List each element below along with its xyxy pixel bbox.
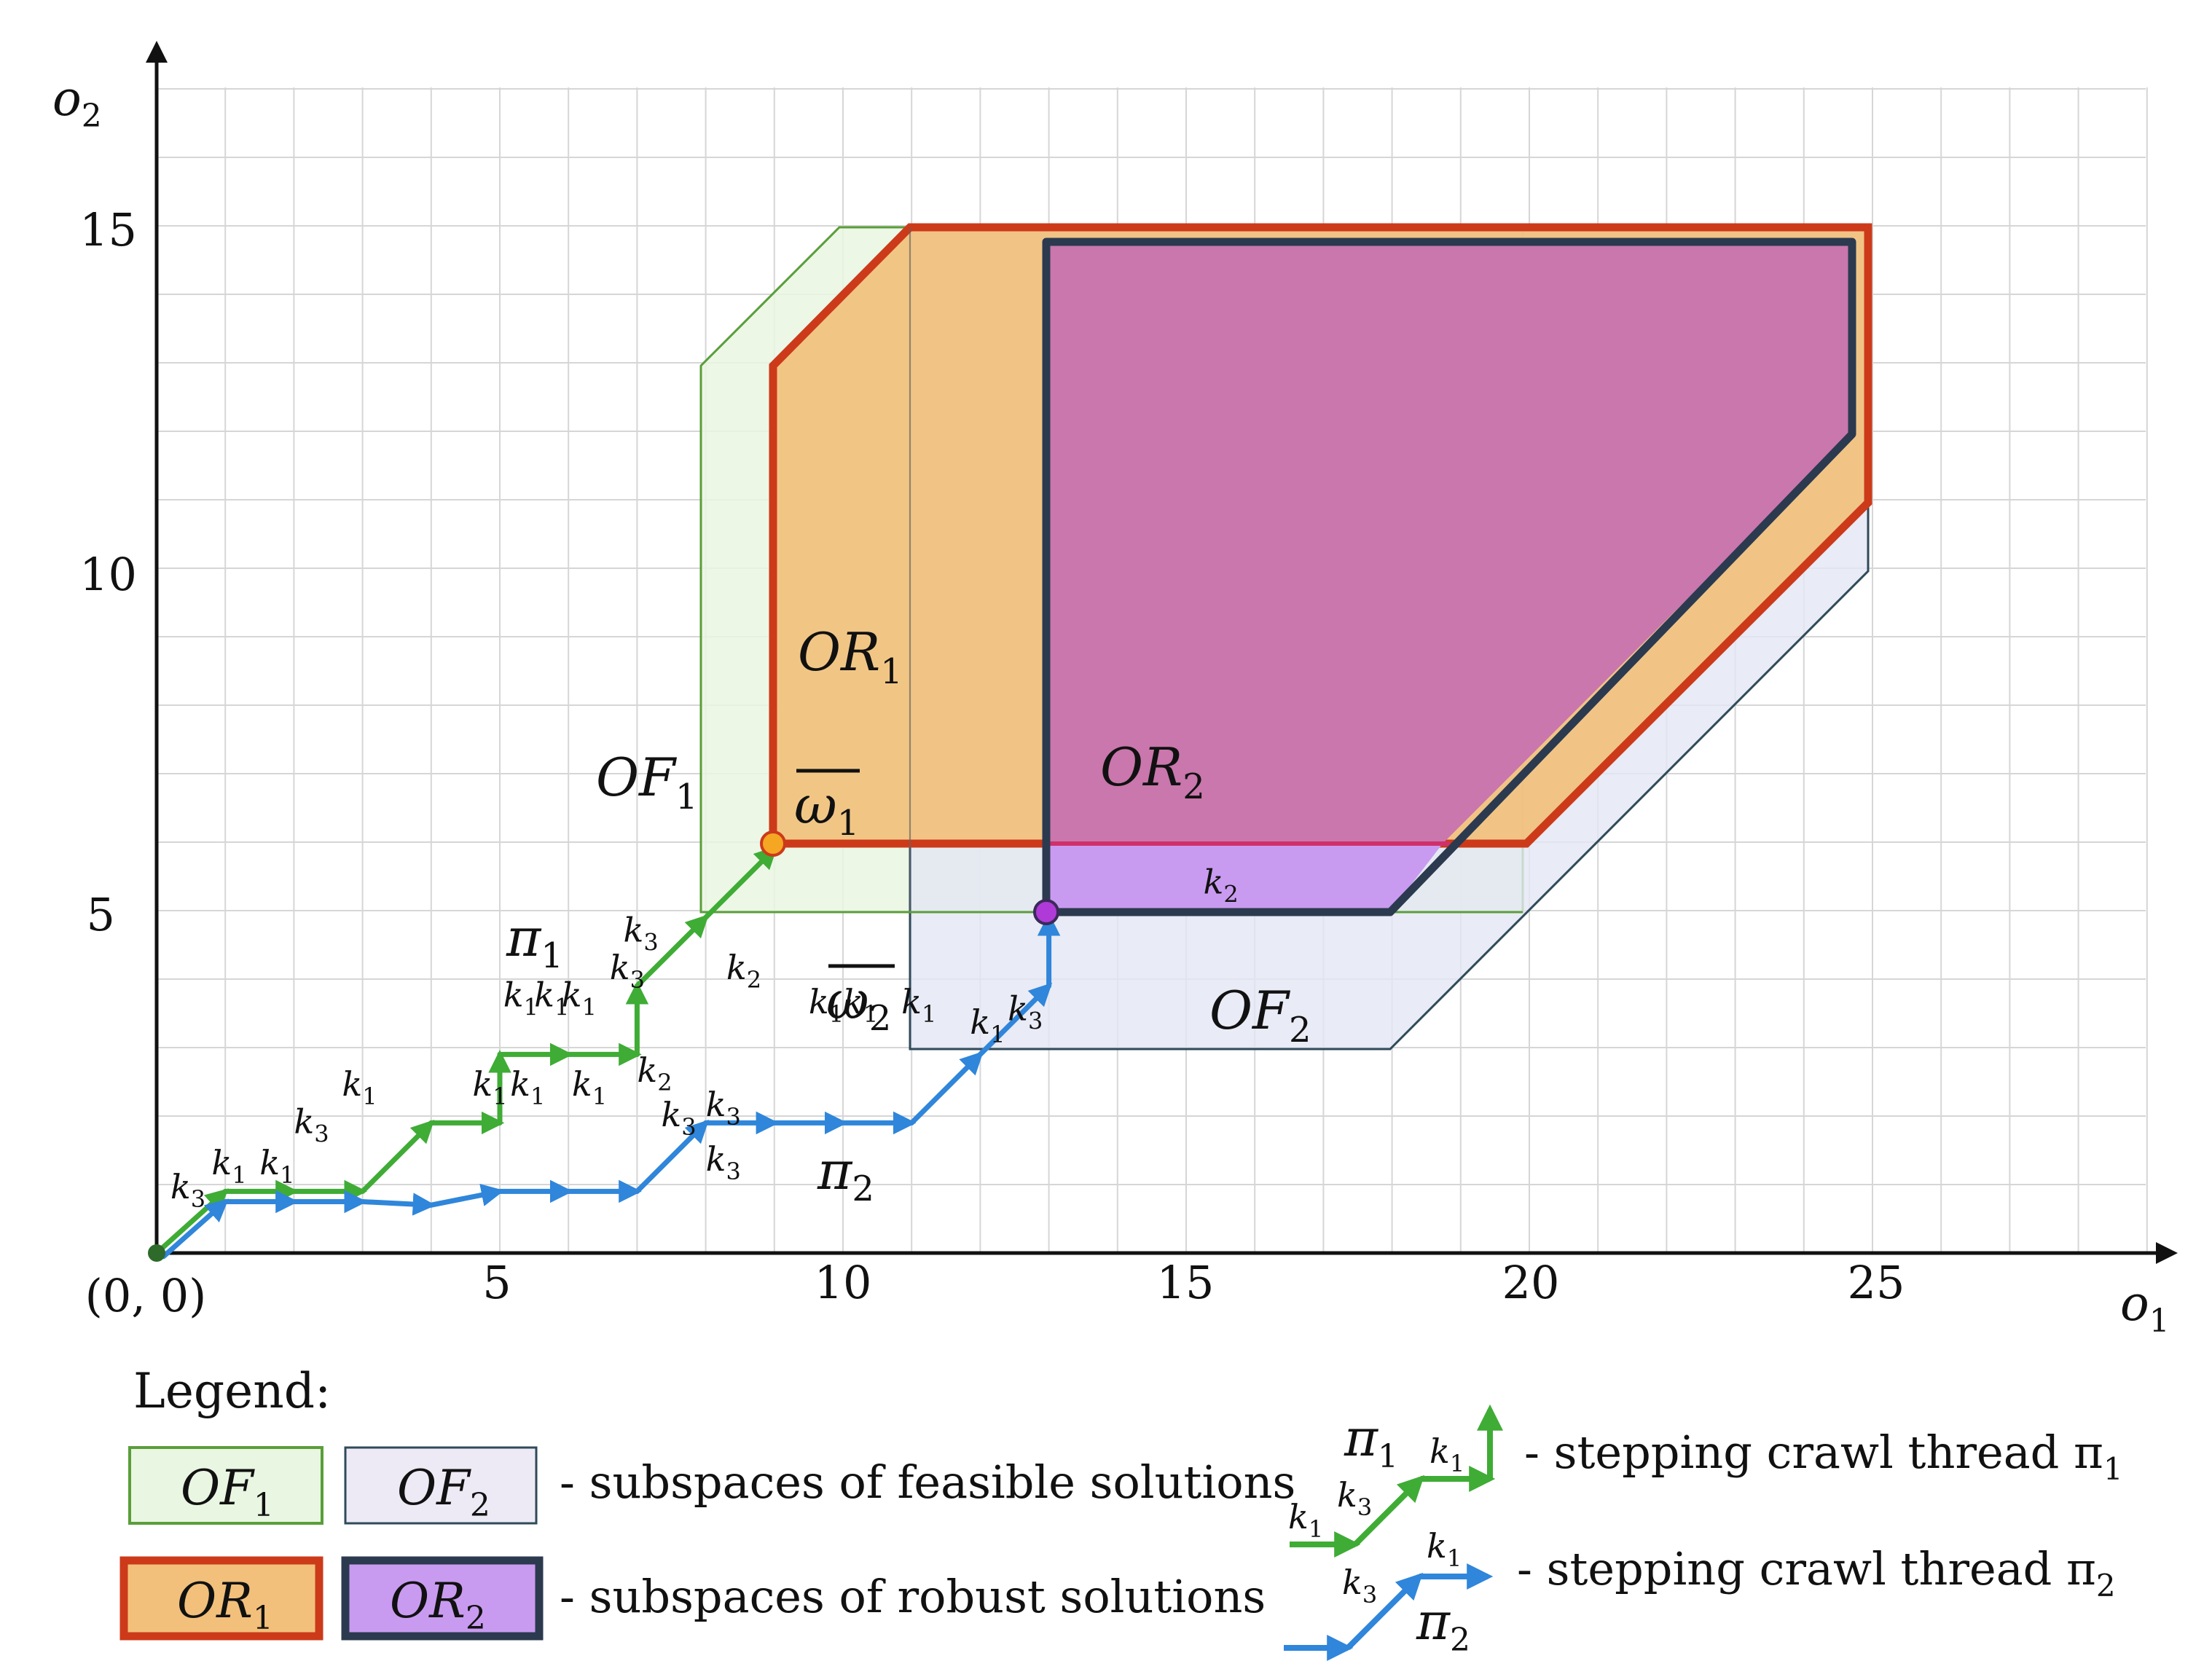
legend-thread-pi2: [1284, 1563, 1494, 1661]
x-tick-20: 20: [1502, 1256, 1560, 1309]
legend-pi1-name: π1: [1344, 1408, 1398, 1475]
threads: [154, 845, 1061, 1260]
legend-of1-label: OF1: [181, 1460, 274, 1524]
omega1-point: [760, 830, 786, 857]
step-label: k1: [843, 982, 878, 1028]
legend-pi2-name: π2: [1416, 1592, 1470, 1659]
of1-label: OF1: [596, 747, 698, 817]
legend-thread-pi1: [1290, 1404, 1503, 1558]
step-label: k3: [624, 910, 659, 956]
omega2-point: [1033, 899, 1059, 925]
step-label: k3: [610, 948, 645, 994]
y-axis-label: o2: [52, 71, 102, 135]
or2-outline: [1042, 237, 1856, 916]
step-label: k1: [342, 1064, 377, 1110]
pi2-label: π2: [817, 1140, 874, 1209]
legend-step-label: k1: [1427, 1526, 1462, 1572]
pi2-step-arrow: [634, 1119, 710, 1194]
y-tick-5: 5: [87, 888, 115, 941]
step-label: k2: [1204, 863, 1239, 908]
x-axis-label: o1: [2120, 1276, 2170, 1340]
origin-label: (0, 0): [85, 1269, 207, 1322]
axes: [146, 41, 2178, 1264]
step-label: k1: [809, 982, 844, 1028]
x-tick-10: 10: [815, 1256, 872, 1309]
legend-feasible-text: - subspaces of feasible solutions: [560, 1456, 1295, 1509]
step-label: k1: [503, 975, 538, 1021]
legend-or2-swatch: [341, 1556, 544, 1641]
or2-low-band: [1046, 844, 1443, 912]
pi2-step-arrow: [160, 1198, 229, 1260]
omega2-label: ω2: [826, 970, 891, 1039]
step-label: k1: [510, 1064, 545, 1110]
or2-region: [1046, 242, 1852, 844]
omega1-label: ω1: [794, 774, 859, 844]
step-label: k1: [472, 1064, 507, 1110]
legend-step-label: k3: [1337, 1475, 1372, 1521]
y-tick-15: 15: [79, 203, 137, 256]
step-label: k1: [970, 1002, 1005, 1048]
step-label: k3: [661, 1095, 696, 1141]
legend-of1-swatch: [128, 1446, 323, 1525]
origin-point: [148, 1244, 165, 1262]
legend-step-label: k1: [1288, 1497, 1323, 1543]
x-tick-5: 5: [482, 1256, 511, 1309]
legend-robust-text: - subspaces of robust solutions: [560, 1570, 1266, 1623]
y-tick-10: 10: [79, 548, 137, 601]
step-label: k1: [901, 982, 936, 1028]
step-label: k1: [562, 975, 597, 1021]
legend-of2-label: OF2: [397, 1460, 490, 1524]
step-label: k1: [211, 1143, 246, 1189]
pi1-step-arrow: [360, 1119, 435, 1194]
pi1-step-arrow: [634, 914, 710, 989]
legend-step-label: k1: [1429, 1432, 1464, 1477]
step-label: k1: [534, 975, 569, 1021]
step-label: k3: [706, 1085, 741, 1131]
pi2-step-arrow: [977, 982, 1053, 1057]
legend-of2-swatch: [344, 1446, 538, 1525]
step-label: k3: [294, 1102, 329, 1148]
pi1-label: π1: [506, 907, 563, 976]
step-label: k1: [259, 1143, 294, 1189]
or1-label: OR1: [798, 621, 903, 692]
pi2-step-arrow: [428, 1183, 505, 1208]
legend-or1-label: OR1: [177, 1573, 273, 1637]
step-label: k3: [170, 1167, 205, 1213]
pi2-step-arrow: [360, 1193, 436, 1216]
step-label: k2: [726, 948, 761, 994]
pi2-step-arrow: [909, 1051, 984, 1126]
regions: [699, 223, 1872, 1051]
pi1-step-arrow: [703, 845, 778, 920]
or2-label: OR2: [1100, 737, 1205, 807]
x-tick-25: 25: [1848, 1256, 1905, 1309]
legend-title: Legend:: [133, 1363, 331, 1419]
x-tick-15: 15: [1157, 1256, 1215, 1309]
legend-pi2-text: - stepping crawl thread π2: [1517, 1542, 2116, 1603]
of2-label: OF2: [1209, 980, 1311, 1051]
legend-step-label: k3: [1342, 1563, 1377, 1609]
legend: Legend: OF1 OF2 - subspaces of feasible …: [119, 1363, 2123, 1661]
legend-or2-label: OR2: [390, 1573, 486, 1637]
step-label: k1: [572, 1064, 607, 1110]
legend-or1-swatch: [119, 1556, 323, 1641]
step-label: k3: [706, 1139, 741, 1185]
legend-pi1-text: - stepping crawl thread π1: [1524, 1426, 2123, 1487]
step-label: k2: [637, 1051, 672, 1096]
step-label: k3: [1008, 989, 1043, 1034]
